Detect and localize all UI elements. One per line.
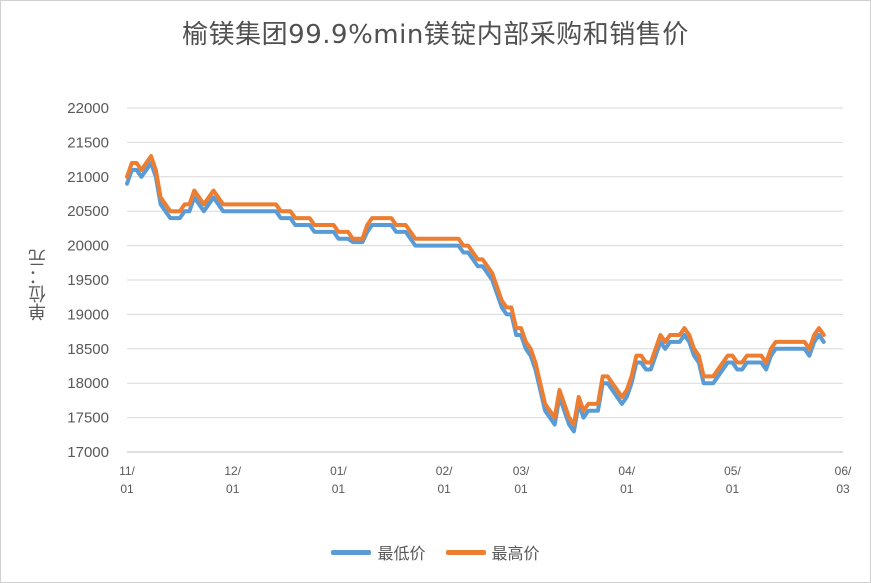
y-tick-label: 22000 — [67, 100, 109, 117]
legend: 最低价 最高价 — [0, 540, 871, 564]
chart-title: 榆镁集团99.9%min镁锭内部采购和销售价 — [182, 20, 689, 50]
y-tick-label: 18500 — [67, 341, 109, 358]
x-tick-label: 11/01 — [119, 464, 135, 496]
x-tick-label: 12/01 — [224, 464, 241, 496]
x-tick-label: 02/01 — [436, 464, 453, 496]
x-tick-label: 06/03 — [835, 464, 852, 496]
y-tick-label: 18000 — [67, 375, 109, 392]
y-tick-label: 17500 — [67, 410, 109, 427]
x-tick-label: 03/01 — [513, 464, 530, 496]
legend-label-high: 最高价 — [491, 544, 540, 563]
y-tick-label: 20500 — [67, 203, 109, 220]
x-tick-label: 04/01 — [618, 464, 635, 496]
x-tick-label: 01/01 — [330, 464, 347, 496]
legend-item-low: 最低价 — [331, 540, 426, 564]
series-line-low — [125, 161, 826, 434]
y-tick-label: 21000 — [67, 169, 109, 186]
x-tick-label: 05/01 — [724, 464, 741, 496]
y-tick-label: 19500 — [67, 272, 109, 289]
series-line-high — [125, 154, 826, 427]
legend-swatch-high — [445, 549, 486, 555]
legend-label-low: 最低价 — [377, 544, 426, 563]
legend-swatch-low — [331, 549, 372, 555]
y-tick-label: 19000 — [67, 306, 109, 323]
legend-item-high: 最高价 — [445, 540, 540, 564]
y-tick-label: 17000 — [67, 444, 109, 461]
y-tick-label: 21500 — [67, 134, 109, 151]
y-tick-label: 20000 — [67, 238, 109, 255]
